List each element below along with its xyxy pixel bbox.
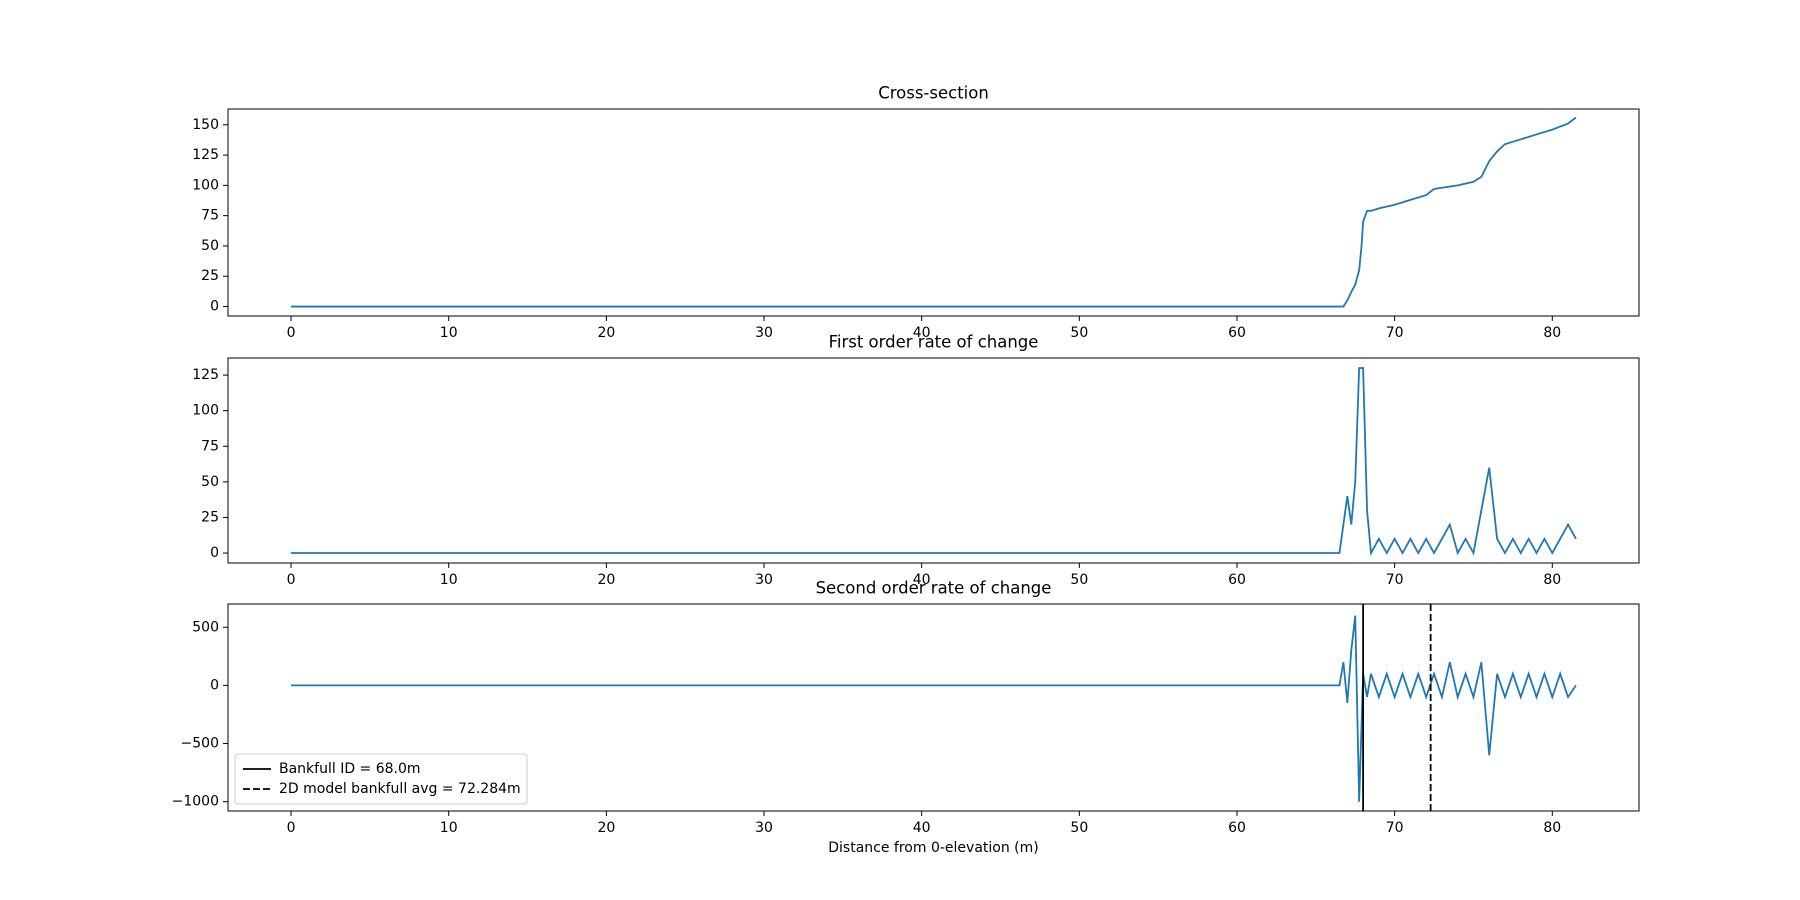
y-tick-label: 0 — [210, 545, 219, 561]
y-tick-label: 100 — [192, 403, 219, 419]
plot-area — [291, 116, 1577, 308]
y-tick-label: −1000 — [172, 794, 219, 810]
y-tick-label: 150 — [192, 117, 219, 133]
y-tick-label: 125 — [192, 147, 219, 163]
axes-frame — [227, 603, 1640, 812]
x-axis-label: Distance from 0-elevation (m) — [828, 840, 1038, 856]
y-tick-label: 25 — [201, 268, 219, 284]
chart-title: First order rate of change — [829, 333, 1039, 352]
chart-title: Second order rate of change — [816, 579, 1052, 598]
chart-title: Cross-section — [878, 84, 989, 103]
plot-area — [291, 367, 1577, 557]
x-tick-label: 30 — [755, 820, 773, 836]
x-tick-label: 20 — [597, 325, 615, 341]
x-tick-label: 20 — [597, 820, 615, 836]
x-tick-label: 80 — [1543, 325, 1561, 341]
y-tick-label: −500 — [181, 736, 219, 752]
y-tick-label: 25 — [201, 509, 219, 525]
x-tick-label: 50 — [1070, 572, 1088, 588]
x-tick-label: 80 — [1543, 820, 1561, 836]
legend-label: Bankfull ID = 68.0m — [279, 761, 421, 777]
x-tick-label: 10 — [440, 572, 458, 588]
data-line — [291, 116, 1577, 308]
y-tick-label: 0 — [210, 299, 219, 315]
x-tick-label: 10 — [440, 820, 458, 836]
x-tick-label: 0 — [287, 572, 296, 588]
y-tick-label: 125 — [192, 367, 219, 383]
x-tick-label: 50 — [1070, 325, 1088, 341]
x-tick-label: 20 — [597, 572, 615, 588]
plot-area — [291, 604, 1577, 811]
x-tick-label: 0 — [287, 820, 296, 836]
x-tick-label: 30 — [755, 325, 773, 341]
x-tick-label: 50 — [1070, 820, 1088, 836]
x-tick-label: 40 — [913, 572, 931, 588]
x-tick-label: 40 — [913, 820, 931, 836]
x-tick-label: 0 — [287, 325, 296, 341]
axes-frame — [227, 357, 1640, 564]
y-tick-label: 50 — [201, 238, 219, 254]
y-tick-label: 75 — [201, 208, 219, 224]
axes-frame — [227, 108, 1640, 317]
y-tick-label: 50 — [201, 474, 219, 490]
x-tick-label: 70 — [1386, 820, 1404, 836]
x-tick-label: 60 — [1228, 572, 1246, 588]
y-tick-label: 100 — [192, 177, 219, 193]
x-tick-label: 60 — [1228, 820, 1246, 836]
x-tick-label: 70 — [1386, 572, 1404, 588]
data-line — [291, 615, 1577, 802]
x-tick-label: 10 — [440, 325, 458, 341]
x-tick-label: 40 — [913, 325, 931, 341]
x-tick-label: 70 — [1386, 325, 1404, 341]
x-tick-label: 30 — [755, 572, 773, 588]
x-tick-label: 60 — [1228, 325, 1246, 341]
y-tick-label: 500 — [192, 619, 219, 635]
y-tick-label: 0 — [210, 677, 219, 693]
legend-label: 2D model bankfull avg = 72.284m — [279, 781, 521, 797]
legend-box — [234, 753, 528, 805]
x-tick-label: 80 — [1543, 572, 1561, 588]
data-line — [291, 367, 1577, 557]
y-tick-label: 75 — [201, 438, 219, 454]
